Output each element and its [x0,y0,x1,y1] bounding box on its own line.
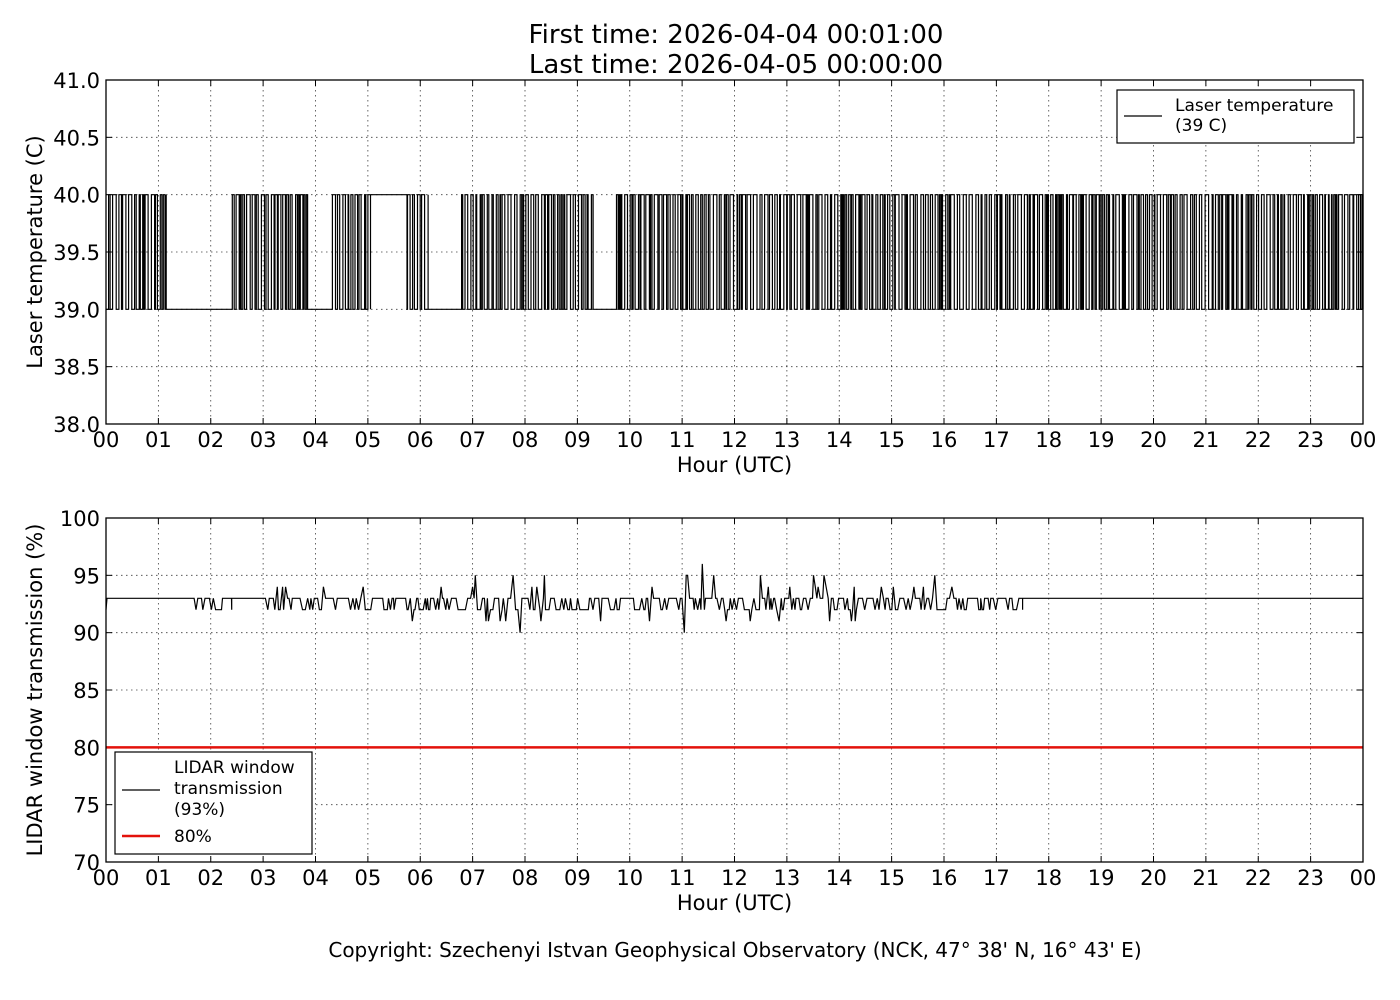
bot-xtick-label: 02 [197,866,224,890]
bot-xtick-label: 11 [669,866,696,890]
top-ticks: 00 01 02 03 04 05 06 07 08 09 10 11 12 13 14 15 16 17 18 19… [53,69,1376,452]
laser-temperature-chart: 00 01 02 03 04 05 06 07 08 09 10 11 12 13 14 15 16 17 18 19… [23,69,1376,477]
bot-xtick-label: 06 [407,866,434,890]
bot-xtick-label: 00 [1350,866,1377,890]
top-xtick-label: 20 [1140,428,1167,452]
top-ytick-label: 40.0 [53,184,100,208]
top-xtick-label: 10 [616,428,643,452]
top-xtick-label: 07 [459,428,486,452]
top-xtick-label: 01 [145,428,172,452]
bot-xtick-label: 09 [564,866,591,890]
top-xtick-label: 03 [250,428,277,452]
top-xtick-label: 19 [1088,428,1115,452]
figure-title-line2: Last time: 2026-04-05 00:00:00 [529,50,943,80]
bottom-plot-frame [105,517,1364,863]
bot-ytick-label: 100 [60,507,100,531]
bot-xtick-label: 18 [1035,866,1062,890]
top-ytick-label: 38.5 [53,356,100,380]
bot-xtick-label: 13 [774,866,801,890]
bottom-legend-label-threshold: 80% [174,827,212,847]
bottom-ticks: 00 01 02 03 04 05 06 07 08 09 10 11 12 13 14 15 16 17 18 19… [60,507,1376,890]
bot-ytick-label: 80 [73,736,100,760]
figure-title-line1: First time: 2026-04-04 00:01:00 [529,20,944,50]
top-xtick-label: 23 [1297,428,1324,452]
top-xtick-label: 11 [669,428,696,452]
top-xtick-label: 17 [983,428,1010,452]
bot-ytick-label: 75 [73,794,100,818]
bot-ytick-label: 85 [73,679,100,703]
copyright-text: Copyright: Szechenyi Istvan Geophysical … [328,938,1141,962]
lidar-transmission-chart: 00 01 02 03 04 05 06 07 08 09 10 11 12 13 14 15 16 17 18 19… [23,507,1376,915]
top-xtick-label: 08 [512,428,539,452]
bot-ytick-label: 70 [73,851,100,875]
bot-xtick-label: 22 [1245,866,1272,890]
bot-xtick-label: 21 [1193,866,1220,890]
bottom-legend-label-line3: (93%) [174,800,225,820]
bot-xtick-label: 15 [878,866,905,890]
bot-xtick-label: 12 [721,866,748,890]
top-ytick-label: 39.0 [53,298,100,322]
top-ytick-label: 39.5 [53,241,100,265]
bot-xtick-label: 00 [93,866,120,890]
top-xtick-label: 18 [1035,428,1062,452]
top-ytick-label: 38.0 [53,413,100,437]
bottom-legend-label-line1: LIDAR window [174,758,295,778]
top-legend-label-line2: (39 C) [1175,116,1227,136]
bot-xtick-label: 19 [1088,866,1115,890]
bot-xtick-label: 08 [512,866,539,890]
bottom-legend: LIDAR window transmission (93%) 80% [114,751,313,855]
top-xtick-label: 02 [197,428,224,452]
top-xtick-label: 00 [1350,428,1377,452]
top-plot-frame [105,79,1364,425]
top-xtick-label: 22 [1245,428,1272,452]
bot-xtick-label: 20 [1140,866,1167,890]
bot-xtick-label: 14 [826,866,853,890]
top-y-axis-label: Laser temperature (C) [23,135,47,368]
top-xtick-label: 09 [564,428,591,452]
bot-xtick-label: 23 [1297,866,1324,890]
bot-xtick-label: 07 [459,866,486,890]
top-ytick-label: 41.0 [53,69,100,93]
top-legend-label-line1: Laser temperature [1175,96,1333,116]
top-xtick-label: 00 [93,428,120,452]
top-xtick-label: 13 [774,428,801,452]
top-xtick-label: 16 [931,428,958,452]
bot-xtick-label: 05 [355,866,382,890]
top-xtick-label: 14 [826,428,853,452]
bottom-y-axis-label: LIDAR window transmission (%) [23,524,47,857]
lidar-transmission-line [105,563,1363,633]
top-legend: Laser temperature (39 C) [1116,89,1355,144]
bot-xtick-label: 10 [616,866,643,890]
bot-xtick-label: 04 [302,866,329,890]
top-xtick-label: 04 [302,428,329,452]
bot-xtick-label: 01 [145,866,172,890]
bottom-x-axis-label: Hour (UTC) [677,891,792,915]
top-x-axis-label: Hour (UTC) [677,453,792,477]
laser-temperature-line [106,194,1364,310]
top-ytick-label: 40.5 [53,126,100,150]
top-xtick-label: 15 [878,428,905,452]
top-xtick-label: 21 [1193,428,1220,452]
bot-xtick-label: 16 [931,866,958,890]
bottom-legend-label-line2: transmission [174,779,283,799]
top-xtick-label: 06 [407,428,434,452]
bot-ytick-label: 95 [73,564,100,588]
bot-xtick-label: 17 [983,866,1010,890]
bot-xtick-label: 03 [250,866,277,890]
top-xtick-label: 05 [355,428,382,452]
top-xtick-label: 12 [721,428,748,452]
bot-ytick-label: 90 [73,622,100,646]
